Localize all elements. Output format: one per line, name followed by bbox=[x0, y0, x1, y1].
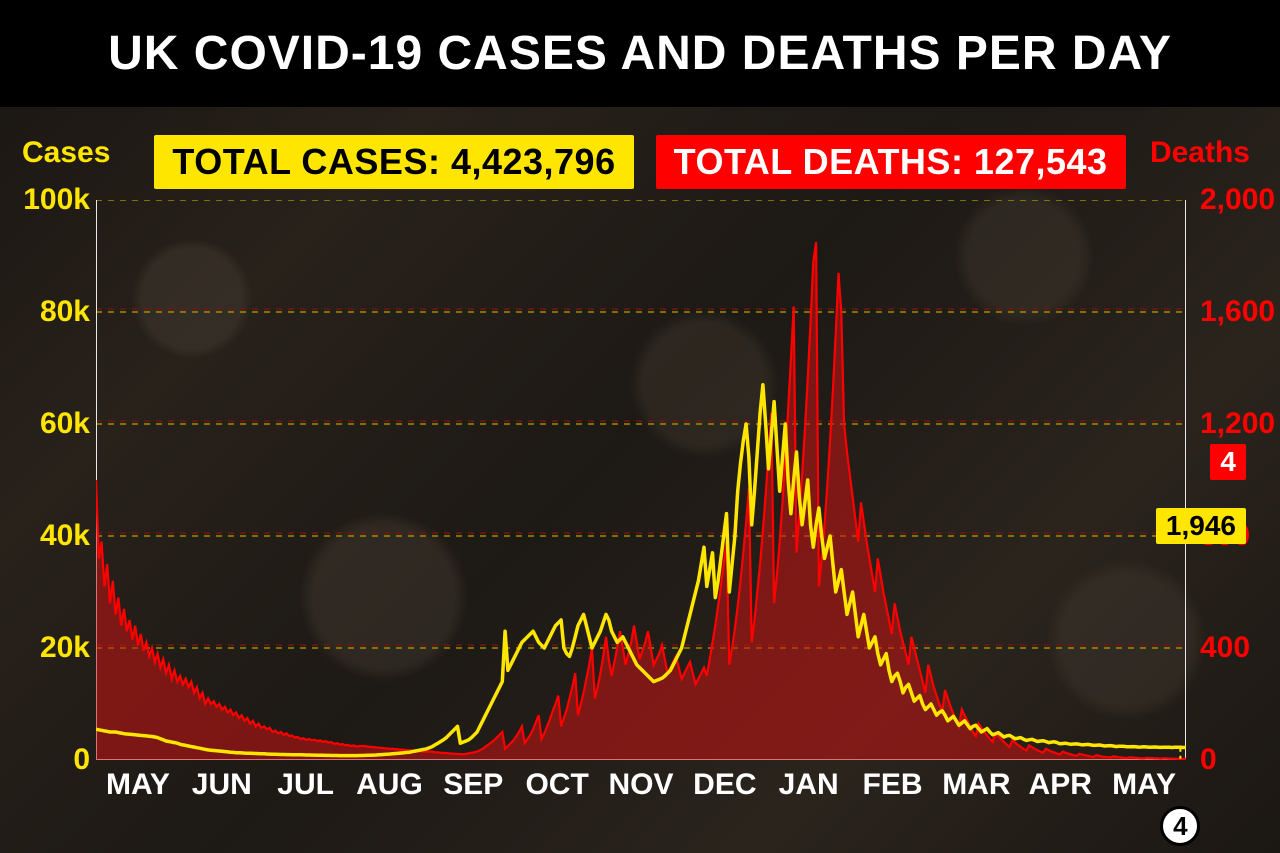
xtick: SEP bbox=[443, 768, 503, 802]
ytick-right: 1,200 bbox=[1200, 407, 1275, 441]
xtick: MAR bbox=[942, 768, 1010, 802]
xtick: NOV bbox=[608, 768, 673, 802]
xtick: MAY bbox=[1112, 768, 1176, 802]
ytick-right: 1,600 bbox=[1200, 295, 1275, 329]
chart-plot-area bbox=[96, 200, 1186, 760]
ytick-left: 60k bbox=[40, 407, 90, 441]
ytick-left: 80k bbox=[40, 295, 90, 329]
xtick: DEC bbox=[693, 768, 756, 802]
callout-latest-deaths: 4 bbox=[1210, 444, 1246, 480]
ytick-right: 400 bbox=[1200, 631, 1250, 665]
xtick: JUN bbox=[192, 768, 252, 802]
current-day-marker: 4 bbox=[1160, 806, 1200, 846]
total-deaths-badge: TOTAL DEATHS: 127,543 bbox=[656, 135, 1126, 189]
xtick: FEB bbox=[863, 768, 923, 802]
ytick-right: 0 bbox=[1200, 743, 1217, 777]
xtick: JAN bbox=[779, 768, 839, 802]
callout-latest-cases: 1,946 bbox=[1156, 508, 1246, 544]
xtick: AUG bbox=[356, 768, 423, 802]
xtick: MAY bbox=[106, 768, 170, 802]
xtick: JUL bbox=[277, 768, 334, 802]
xtick: OCT bbox=[525, 768, 588, 802]
chart-title: UK COVID-19 CASES AND DEATHS PER DAY bbox=[0, 0, 1280, 107]
total-cases-badge: TOTAL CASES: 4,423,796 bbox=[154, 135, 633, 189]
ytick-left: 20k bbox=[40, 631, 90, 665]
summary-row: TOTAL CASES: 4,423,796 TOTAL DEATHS: 127… bbox=[0, 135, 1280, 189]
ytick-left: 40k bbox=[40, 519, 90, 553]
ytick-left: 0 bbox=[73, 743, 90, 777]
xtick: APR bbox=[1029, 768, 1092, 802]
